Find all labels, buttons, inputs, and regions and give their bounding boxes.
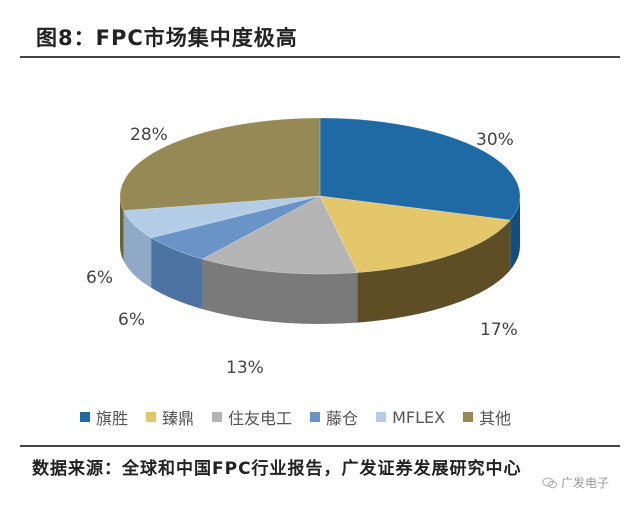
pie-side-2 <box>202 259 358 324</box>
pie-slice-0 <box>319 117 521 221</box>
pie-slice-4 <box>123 195 321 239</box>
data-label-mflex: 6% <box>86 268 113 288</box>
chart-legend: 旗胜 臻鼎 住友电工 藤仓 MFLEX 其他 <box>80 405 529 429</box>
chart-title: 图8：FPC市场集中度极高 <box>36 26 298 50</box>
legend-item-mflex: MFLEX <box>376 408 445 427</box>
watermark-text: 广发电子 <box>561 476 610 490</box>
legend-item-others: 其他 <box>463 405 511 429</box>
source-divider <box>20 445 620 447</box>
pie-side-4 <box>123 210 152 288</box>
legend-swatch <box>463 412 474 422</box>
legend-swatch <box>310 412 321 422</box>
legend-label: MFLEX <box>392 407 446 427</box>
pie-chart-svg <box>119 117 521 324</box>
pie-side-5 <box>120 196 124 261</box>
data-label-sumitomo: 13% <box>226 358 264 378</box>
pie-slice-1 <box>319 195 511 273</box>
legend-swatch <box>376 412 387 422</box>
pie-slice-2 <box>201 195 358 275</box>
pie-slice-3 <box>150 195 321 260</box>
legend-label: 住友电工 <box>228 409 293 428</box>
legend-label: 旗胜 <box>96 409 129 428</box>
pie-side-1 <box>357 220 511 323</box>
data-label-others: 28% <box>130 125 168 145</box>
legend-label: 其他 <box>479 409 512 428</box>
legend-item-fujikura: 藤仓 <box>310 405 358 429</box>
pie-side-0 <box>510 196 520 271</box>
data-label-fujikura: 6% <box>118 310 145 330</box>
data-label-qisheng: 30% <box>476 130 514 150</box>
pie-chart: 30% 17% 13% 6% 6% 28% <box>0 60 640 390</box>
pie-side-3 <box>151 237 203 310</box>
data-source: 数据来源：全球和中国FPC行业报告，广发证券发展研究中心 <box>32 459 522 479</box>
legend-item-zhending: 臻鼎 <box>146 405 194 429</box>
watermark: 广发电子 <box>542 474 609 491</box>
legend-item-qisheng: 旗胜 <box>80 405 128 429</box>
legend-swatch <box>80 412 90 422</box>
pie-slice-5 <box>119 117 321 211</box>
data-label-zhending: 17% <box>480 320 518 340</box>
legend-swatch <box>146 412 157 422</box>
legend-label: 臻鼎 <box>162 409 195 428</box>
legend-item-sumitomo: 住友电工 <box>212 405 292 429</box>
title-divider <box>20 56 620 58</box>
legend-label: 藤仓 <box>326 409 359 428</box>
legend-swatch <box>212 412 223 422</box>
wechat-icon <box>542 477 557 488</box>
